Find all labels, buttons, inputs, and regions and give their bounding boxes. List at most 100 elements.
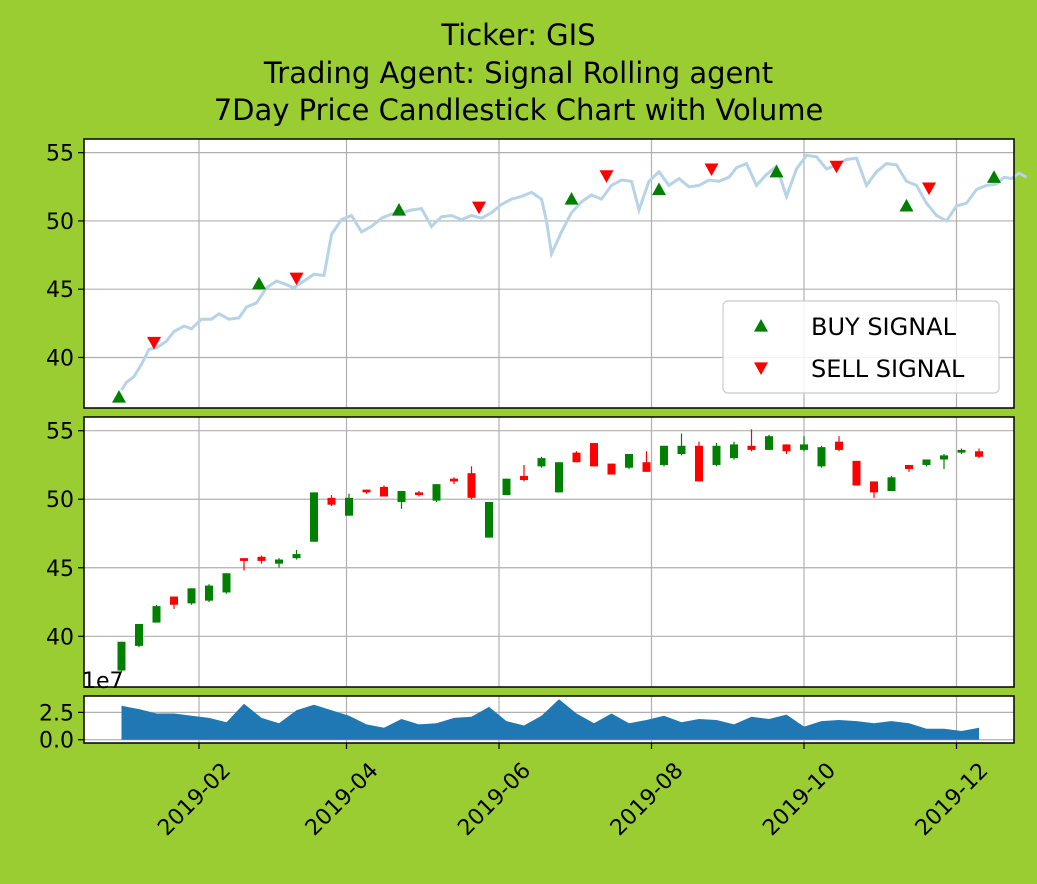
sell-signal-marker	[829, 160, 844, 174]
candle-body-down	[747, 445, 756, 450]
buy-signal-marker	[987, 170, 1001, 183]
legend-box	[722, 300, 1000, 394]
candle-body-up	[817, 447, 826, 467]
legend-buy-marker	[754, 319, 768, 332]
sell-signal-marker	[599, 170, 614, 183]
candle-body-down	[327, 497, 336, 505]
price-y-tick-label: 55	[46, 142, 74, 167]
price-y-tick-label: 45	[46, 278, 74, 303]
legend-sell-marker	[754, 362, 768, 375]
candle-background	[84, 417, 1014, 687]
volume-area	[121, 699, 979, 740]
candle-body-up	[432, 484, 441, 501]
candle-body-up	[502, 478, 511, 496]
candle-body-up	[310, 492, 318, 542]
x-tick-label: 2019-08	[606, 758, 689, 841]
candle-body-up	[537, 458, 546, 467]
candle-body-down	[415, 492, 423, 496]
candle-body-up	[800, 444, 808, 450]
price-line	[120, 153, 1028, 391]
candle-y-tick-label: 45	[46, 557, 74, 582]
buy-signal-marker	[652, 182, 666, 196]
chart-title-line-1: Ticker: GIS	[441, 18, 596, 52]
chart-title-line-2: Trading Agent: Signal Rolling agent	[263, 56, 774, 90]
candlestick-panel: 40 45 50 55	[46, 416, 1015, 688]
legend: BUY SIGNAL SELL SIGNAL	[722, 300, 1000, 394]
candle-body-up	[555, 462, 563, 493]
chart-title-line-3: 7Day Price Candlestick Chart with Volume	[213, 93, 824, 127]
buy-signal-marker	[769, 164, 784, 178]
candle-body-up	[205, 585, 213, 601]
legend-sell-label: SELL SIGNAL	[811, 355, 965, 383]
candle-border	[83, 416, 1015, 688]
candle-body-up	[397, 491, 406, 502]
buy-signal-marker	[392, 203, 406, 216]
buy-signal-marker	[564, 192, 579, 205]
sell-signal-marker	[472, 201, 486, 215]
candle-body-down	[607, 463, 616, 475]
volume-y-tick-label: 2.5	[39, 701, 74, 726]
candle-body-up	[940, 455, 948, 460]
volume-panel: 0.0 2.5 1e7	[39, 669, 1015, 754]
buy-signal-marker	[112, 390, 126, 403]
price-border	[83, 138, 1015, 409]
candle-body-down	[695, 445, 703, 482]
candle-body-up	[712, 445, 721, 465]
candle-y-tick-label: 50	[46, 488, 74, 513]
volume-y-tick-label: 0.0	[39, 729, 74, 754]
candle-body-up	[922, 459, 931, 465]
candle-body-down	[782, 444, 791, 452]
sell-signal-marker	[289, 272, 304, 286]
candle-body-up	[677, 445, 686, 455]
candle-body-up	[222, 573, 231, 593]
x-tick-label: 2019-10	[758, 758, 841, 841]
candle-body-down	[870, 481, 878, 493]
candle-body-down	[380, 486, 388, 497]
candle-y-tick-label: 55	[46, 420, 74, 445]
candle-y-tick-label: 40	[46, 625, 74, 650]
price-y-tick-label: 40	[46, 346, 74, 371]
candle-body-up	[187, 588, 196, 604]
candle-body-down	[450, 478, 458, 482]
x-tick-label: 2019-02	[153, 758, 236, 841]
x-tick-label: 2019-04	[301, 758, 384, 841]
price-y-tick-label: 50	[46, 210, 74, 235]
candle-body-up	[152, 606, 161, 623]
candle-body-down	[975, 451, 983, 457]
volume-border	[83, 695, 1015, 744]
candle-body-up	[345, 497, 353, 516]
candle-body-down	[852, 460, 861, 486]
candle-body-down	[257, 556, 266, 561]
candle-body-up	[957, 449, 966, 453]
x-tick-label: 2019-06	[453, 758, 536, 841]
candle-body-down	[905, 464, 913, 470]
buy-signal-marker	[252, 276, 266, 290]
sell-signal-marker	[147, 336, 161, 350]
sell-signal-marker	[704, 163, 719, 177]
candle-body-down	[170, 596, 178, 605]
sell-signal-marker	[922, 182, 936, 196]
candle-body-up	[887, 477, 896, 492]
candle-body-up	[765, 436, 773, 450]
candle-body-down	[467, 473, 476, 498]
candle-body-down	[240, 558, 248, 561]
candle-body-up	[485, 501, 493, 538]
candle-body-up	[275, 559, 283, 564]
legend-buy-label: BUY SIGNAL	[811, 313, 957, 341]
candle-body-up	[292, 554, 301, 559]
candle-body-down	[520, 475, 528, 481]
candle-body-up	[625, 454, 633, 468]
volume-scale-label: 1e7	[82, 669, 124, 694]
candle-body-up	[660, 445, 668, 465]
candle-body-down	[590, 443, 598, 467]
candle-body-down	[642, 462, 651, 472]
candle-body-up	[135, 623, 143, 646]
buy-signal-marker	[899, 198, 914, 212]
candle-body-down	[835, 441, 843, 450]
candle-body-down	[362, 489, 371, 493]
candle-body-up	[730, 444, 738, 459]
candle-body-up	[117, 641, 126, 671]
x-tick-label: 2019-12	[911, 758, 994, 841]
candle-body-down	[572, 452, 581, 463]
